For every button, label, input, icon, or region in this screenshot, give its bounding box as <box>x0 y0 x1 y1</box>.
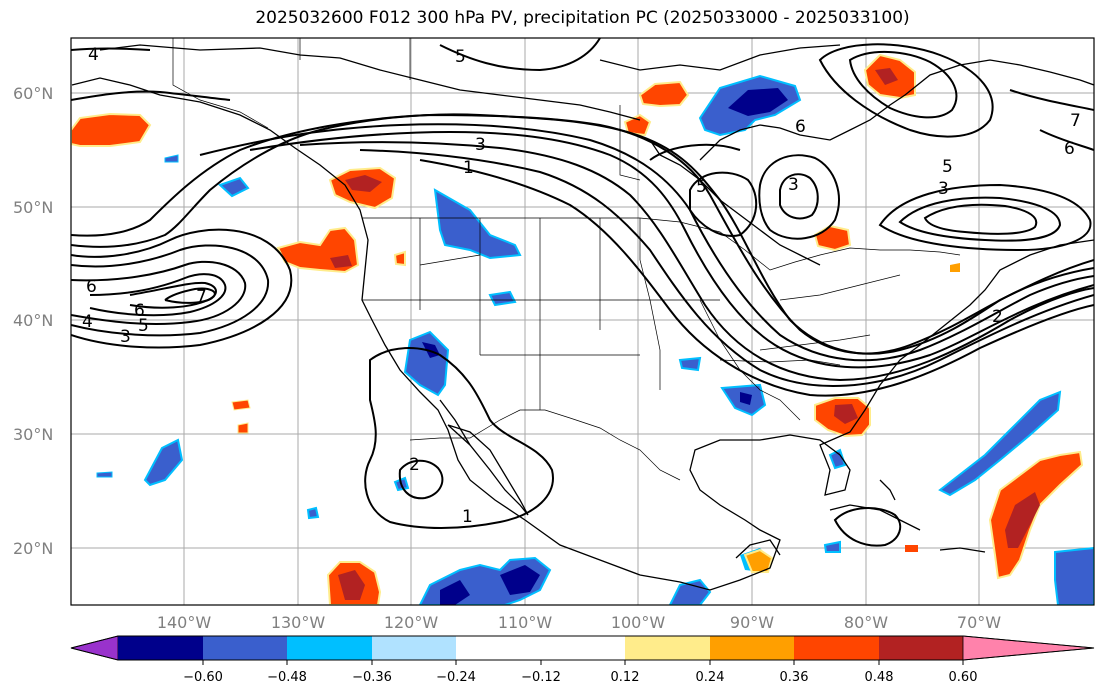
cb-label-8: 0.36 <box>780 670 809 685</box>
lon-label-80w: 80°W <box>844 613 888 632</box>
map-frame-bg <box>71 38 1094 605</box>
lat-label-40n: 40°N <box>13 311 53 330</box>
cb-label-10: 0.60 <box>949 670 978 685</box>
gridlines <box>71 38 1094 605</box>
colorbar-segment-4 <box>372 636 456 660</box>
lon-label-70w: 70°W <box>957 613 1001 632</box>
lat-label-50n: 50°N <box>13 198 53 217</box>
colorbar-segment-6 <box>541 636 625 660</box>
map-title: 2025032600 F012 300 hPa PV, precipitatio… <box>255 8 910 28</box>
cb-label-5: −0.12 <box>521 670 561 685</box>
cb-label-2: −0.48 <box>267 670 307 685</box>
colorbar-segment-10 <box>879 636 963 660</box>
pv-label-1-baja: 1 <box>462 507 473 527</box>
cb-label-7: 0.24 <box>696 670 725 685</box>
colorbar-segment-8 <box>710 636 794 660</box>
pv-label-2-baja: 2 <box>409 455 420 475</box>
colorbar <box>70 635 1095 661</box>
latitude-labels: 60°N 50°N 40°N 30°N 20°N <box>13 84 53 558</box>
colorbar-segment-5 <box>456 636 541 660</box>
lat-label-60n: 60°N <box>13 84 53 103</box>
lon-label-110w: 110°W <box>498 613 553 632</box>
colorbar-segment-3 <box>287 636 372 660</box>
lat-label-20n: 20°N <box>13 539 53 558</box>
pv-label-7-ne: 7 <box>1070 111 1081 131</box>
pv-label-3-jet: 3 <box>475 135 486 155</box>
precip-positive-areas <box>71 53 1084 605</box>
cb-label-1: −0.60 <box>183 670 223 685</box>
pv-label-6-east: 6 <box>795 117 806 137</box>
colorbar-segment-9 <box>794 636 879 660</box>
pv-label-4-nw: 4 <box>88 45 99 65</box>
cb-label-4: −0.24 <box>436 670 476 685</box>
pv-label-5-pac: 5 <box>138 316 149 336</box>
pv-contour-labels: 4 5 3 1 6 5 3 5 3 6 7 6 7 6 4 5 3 2 2 1 <box>82 45 1081 527</box>
pv-label-7-pac: 7 <box>196 287 207 307</box>
pv-label-5-atl: 5 <box>942 157 953 177</box>
pv-label-2-east: 2 <box>992 307 1003 327</box>
lon-label-130w: 130°W <box>271 613 326 632</box>
colorbar-segment-0 <box>70 635 119 661</box>
colorbar-segment-1 <box>118 636 203 660</box>
lon-label-140w: 140°W <box>157 613 212 632</box>
pv-label-3-low: 3 <box>788 175 799 195</box>
colorbar-ticks <box>202 660 964 665</box>
pv-label-6b-pac: 6 <box>134 301 145 321</box>
lon-label-90w: 90°W <box>730 613 774 632</box>
pv-contours <box>71 38 1094 547</box>
colorbar-outline <box>70 635 1095 661</box>
pv-label-6-pac: 6 <box>86 277 97 297</box>
coastlines-and-borders <box>71 44 1094 591</box>
colorbar-labels: −0.60 −0.48 −0.36 −0.24 −0.12 0.12 0.24 … <box>183 670 977 685</box>
precip-negative-areas <box>96 74 1094 605</box>
pv-label-6-ne: 6 <box>1064 139 1075 159</box>
colorbar-segment-2 <box>203 636 287 660</box>
cb-label-6: 0.12 <box>611 670 640 685</box>
lat-label-30n: 30°N <box>13 425 53 444</box>
lon-label-120w: 120°W <box>384 613 439 632</box>
map-frame <box>70 37 1095 606</box>
pv-label-3-atl: 3 <box>938 179 949 199</box>
cb-label-9: 0.48 <box>865 670 894 685</box>
pv-label-5-lakes: 5 <box>696 177 707 197</box>
pv-label-4-pac: 4 <box>82 312 93 332</box>
pv-label-3-pac: 3 <box>120 327 131 347</box>
colorbar-segment-11 <box>962 635 1095 661</box>
lon-label-100w: 100°W <box>611 613 666 632</box>
cb-label-3: −0.36 <box>352 670 392 685</box>
pv-label-1-jet: 1 <box>463 158 474 178</box>
colorbar-segment-7 <box>625 636 710 660</box>
pv-label-5-north: 5 <box>455 47 466 67</box>
longitude-labels: 140°W 130°W 120°W 110°W 100°W 90°W 80°W … <box>157 613 1001 632</box>
